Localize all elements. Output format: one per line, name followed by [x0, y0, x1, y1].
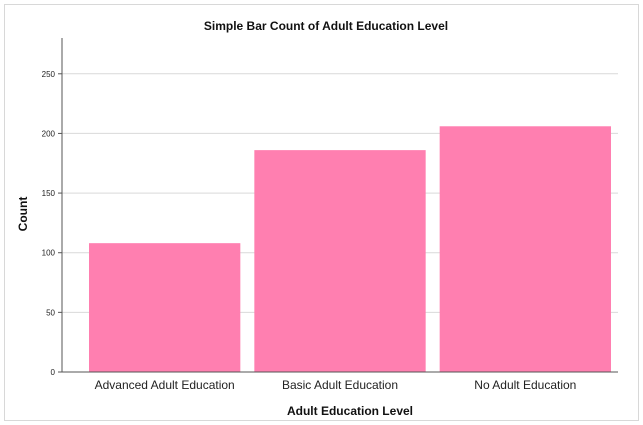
bar: [439, 126, 611, 373]
y-tick-label: 150: [42, 189, 56, 198]
y-tick-label: 50: [46, 308, 55, 317]
y-tick-labels: 0 50 100 150 200 250: [42, 70, 62, 377]
x-axis-title: Adult Education Level: [287, 404, 413, 418]
bar: [89, 243, 241, 372]
y-tick-label: 200: [42, 129, 56, 138]
x-tick-label: Advanced Adult Education: [95, 378, 235, 392]
x-tick-label: No Adult Education: [474, 378, 576, 392]
y-tick-label: 250: [42, 70, 56, 79]
x-tick-label: Basic Adult Education: [282, 378, 398, 392]
chart-title: Simple Bar Count of Adult Education Leve…: [204, 19, 448, 33]
bars: [89, 126, 611, 373]
y-tick-label: 0: [51, 368, 56, 377]
x-tick-labels: Advanced Adult Education Basic Adult Educ…: [95, 378, 577, 392]
bar: [254, 150, 426, 372]
y-tick-label: 100: [42, 249, 56, 258]
y-axis-title: Count: [16, 197, 30, 232]
